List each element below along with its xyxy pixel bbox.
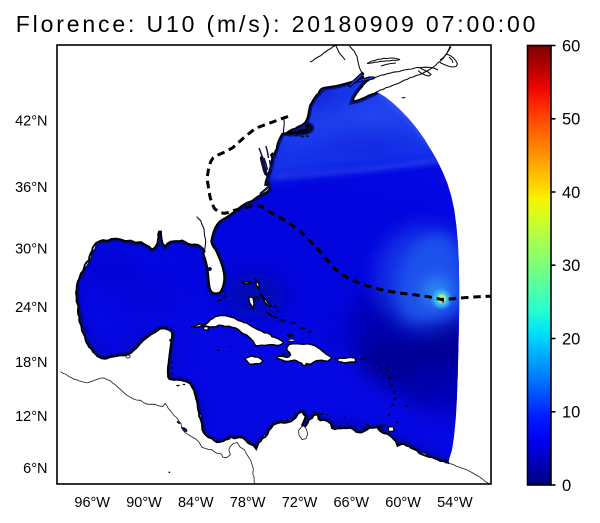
svg-text:0: 0 xyxy=(562,477,571,495)
svg-text:96°W: 96°W xyxy=(74,495,110,511)
svg-text:66°W: 66°W xyxy=(333,495,369,511)
svg-text:24°N: 24°N xyxy=(15,300,47,316)
svg-text:30: 30 xyxy=(562,257,580,275)
svg-text:90°W: 90°W xyxy=(126,495,162,511)
svg-text:42°N: 42°N xyxy=(15,113,47,129)
svg-text:60°W: 60°W xyxy=(385,495,421,511)
svg-text:20: 20 xyxy=(562,330,580,348)
svg-text:Florence: U10 (m/s): 20180909: Florence: U10 (m/s): 20180909 07:00:00 xyxy=(16,11,539,37)
svg-text:10: 10 xyxy=(562,404,580,422)
svg-text:30°N: 30°N xyxy=(15,242,47,258)
svg-text:12°N: 12°N xyxy=(15,409,47,425)
svg-text:6°N: 6°N xyxy=(23,461,47,477)
svg-text:60: 60 xyxy=(562,37,580,55)
svg-text:40: 40 xyxy=(562,184,580,202)
svg-text:84°W: 84°W xyxy=(178,495,214,511)
svg-text:50: 50 xyxy=(562,111,580,129)
svg-text:72°W: 72°W xyxy=(282,495,318,511)
svg-text:36°N: 36°N xyxy=(15,180,47,196)
svg-text:18°N: 18°N xyxy=(15,355,47,371)
svg-text:54°W: 54°W xyxy=(437,495,473,511)
svg-text:78°W: 78°W xyxy=(230,495,266,511)
